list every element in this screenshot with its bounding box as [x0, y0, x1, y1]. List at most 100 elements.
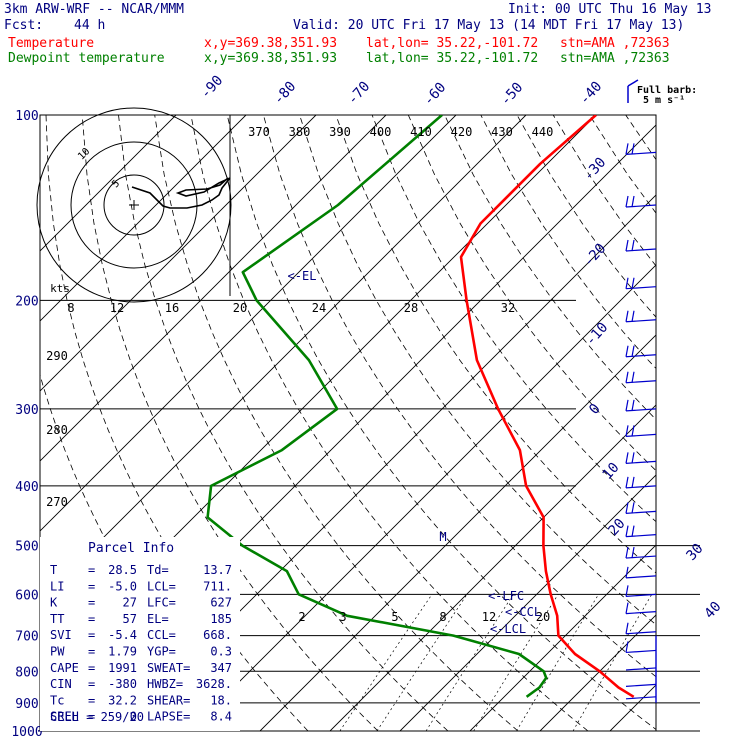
hodograph-speed-label: 20 [233, 301, 247, 315]
wind-barb-flag [631, 502, 635, 514]
parcel-label: TT [50, 612, 64, 626]
level-annotation: M [439, 530, 446, 544]
pressure-label: 600 [15, 588, 38, 603]
wind-barb-flag [631, 452, 635, 464]
parcel-label: LFC= [147, 596, 176, 610]
isotherm-line [329, 404, 656, 731]
hodograph-speed-label: 32 [501, 301, 515, 315]
valid-time: Valid: 20 UTC Fri 17 May 13 (14 MDT Fri … [293, 18, 685, 33]
parcel-label: SREH [50, 710, 79, 724]
dry-adiabat-line [552, 115, 656, 267]
barb-key-units: 5 m s⁻¹ [643, 95, 685, 106]
mixing-ratio-line [572, 594, 653, 731]
isotherm-line [40, 115, 317, 392]
parcel-label: SWEAT= [147, 661, 190, 675]
parcel-label: Tc [50, 693, 64, 707]
dry-adiabat-line [299, 115, 656, 626]
wind-barb-staff [625, 408, 657, 412]
mixing-ratio-label: 20 [536, 610, 550, 624]
dry-adiabat-line [226, 115, 656, 730]
wind-barb-flag [631, 195, 635, 208]
parcel-value: -5.0 [108, 579, 137, 593]
mixing-ratio-line [516, 594, 599, 731]
mixing-ratio-line [339, 594, 433, 731]
parcel-value: 57 [123, 612, 137, 626]
wind-barb-staff [625, 248, 657, 252]
isotherm-label: 20 [605, 516, 628, 539]
parcel-value: 0.3 [210, 645, 232, 659]
isotherm-line [680, 115, 740, 731]
dewpoint-xy: x,y=369.38,351.93 [204, 51, 338, 66]
pressure-label: 700 [15, 630, 38, 645]
hodograph-ring [36, 107, 232, 303]
mixing-ratio-label: 8 [439, 610, 446, 624]
wind-barb-flag [625, 425, 629, 437]
wind-barb-flag [625, 277, 629, 289]
parcel-label: HWBZ= [147, 677, 183, 691]
wind-barb-flag [631, 371, 635, 383]
isotherm-line [469, 544, 656, 731]
theta-label: 420 [451, 125, 473, 139]
isotherm-label: -10 [583, 320, 612, 350]
temperature-line [459, 115, 635, 698]
hodograph-speed-label: 28 [404, 301, 418, 315]
isotherm-line [399, 474, 656, 731]
parcel-label: K [50, 596, 58, 610]
hodograph-speed-label: 8 [67, 301, 74, 315]
pressure-label: 100 [15, 109, 38, 124]
isotherm-line [40, 115, 177, 252]
dry-adiabat-line [335, 115, 656, 574]
parcel-equals: = [88, 596, 95, 610]
mixing-ratio-label: 5 [391, 610, 398, 624]
wind-barb-flag [631, 310, 635, 322]
wind-barb-staff [625, 631, 657, 635]
dry-adiabat-line [154, 115, 519, 731]
parcel-label: YGP= [147, 645, 176, 659]
dewpoint-legend-label: Dewpoint temperature [8, 51, 165, 66]
parcel-value: 668. [203, 628, 232, 642]
parcel-value: 711. [203, 579, 232, 593]
parcel-value: 1.79 [108, 645, 137, 659]
dry-adiabat-line [625, 115, 656, 161]
wind-barb-flag [631, 525, 635, 537]
temperature-station: stn=AMA ,72363 [560, 36, 670, 51]
wind-barb-staff [625, 151, 657, 155]
isotherm-label: -70 [345, 79, 374, 109]
isotherm-label: -90 [198, 73, 227, 103]
hodograph-ring [70, 141, 198, 269]
wind-barb-flag [625, 641, 629, 653]
parcel-label: T [50, 563, 57, 577]
isotherm-label: -50 [498, 80, 527, 110]
wind-barb-staff [625, 683, 657, 687]
parcel-label: CCL= [147, 628, 176, 642]
parcel-value: 627 [210, 596, 232, 610]
wind-barb-flag [625, 602, 629, 614]
level-annotation: <-CCL [505, 605, 541, 619]
parcel-label: SVI [50, 628, 72, 642]
dry-adiabat-line [698, 115, 740, 731]
wind-barb-flag [631, 399, 635, 412]
theta-label: 280 [46, 423, 68, 437]
hodograph-trace [131, 177, 231, 209]
pressure-label: 1000 [11, 725, 42, 740]
dewpoint-station: stn=AMA ,72363 [560, 51, 670, 66]
fcst-value: 44 h [74, 18, 106, 33]
wind-barb-staff [625, 433, 657, 438]
barb-key: Full barb: 5 m s⁻¹ [627, 79, 697, 106]
hodograph-speed-label: 24 [312, 301, 326, 315]
fcst-label: Fcst: [4, 18, 44, 33]
parcel-equals: = [88, 693, 95, 707]
temperature-xy: x,y=369.38,351.93 [204, 36, 338, 51]
pressure-label: 500 [15, 540, 38, 555]
wind-barb-flag [625, 476, 629, 488]
mixing-ratio-label: 2 [298, 610, 305, 624]
parcel-value: 13.7 [203, 563, 232, 577]
parcel-value: -5.4 [108, 628, 137, 642]
wind-barb-flag [625, 310, 629, 322]
hodograph-speed-label: 16 [165, 301, 179, 315]
dry-adiabat-line [118, 115, 449, 731]
wind-barb-staff [625, 534, 657, 538]
theta-label: 430 [491, 125, 513, 139]
pressure-label: 900 [15, 697, 38, 712]
